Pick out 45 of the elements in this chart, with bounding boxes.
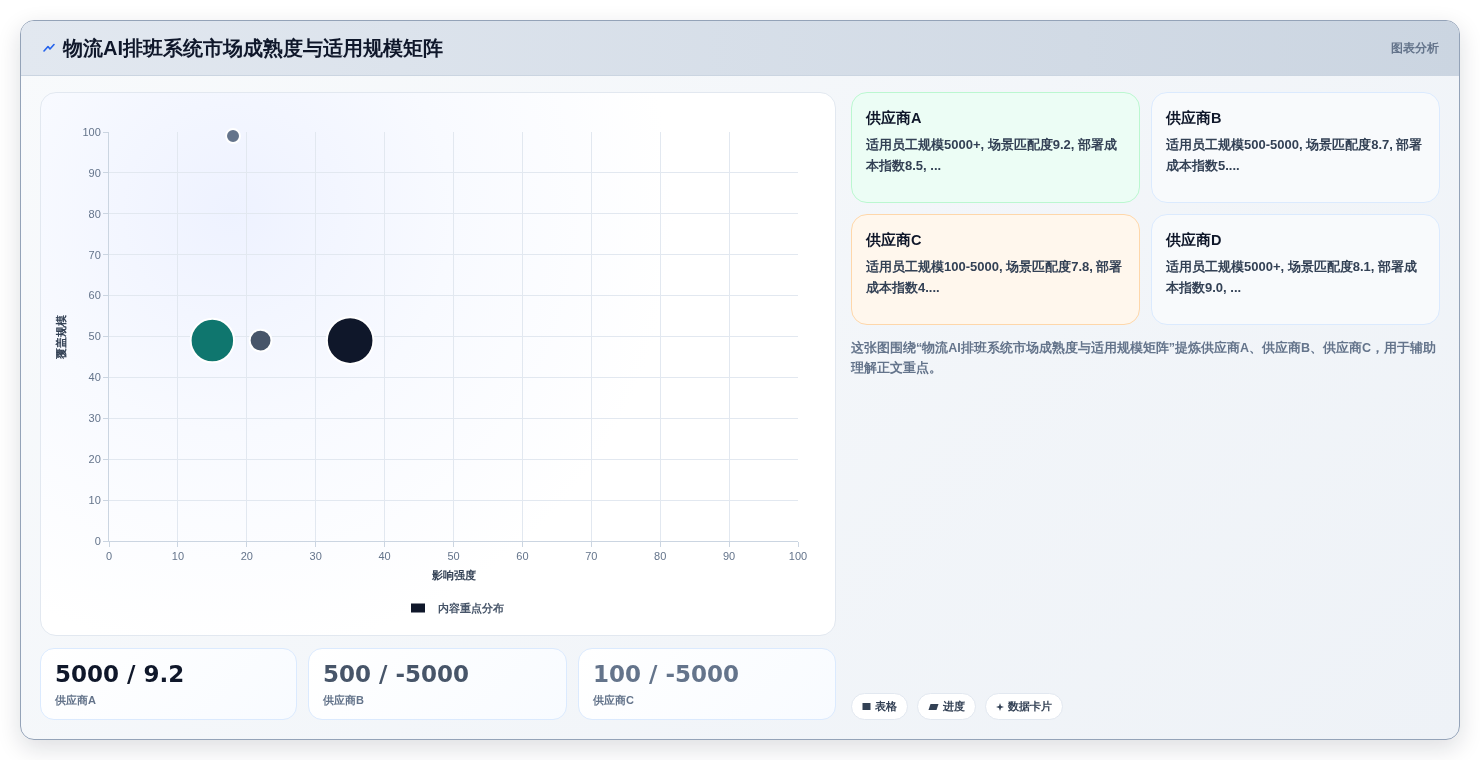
y-axis-title: 覆盖规模 xyxy=(55,313,68,360)
text: 供应商B xyxy=(323,693,365,708)
text: 适用员工规模100-5000, 场景匹配度7.8, 部署成本指数4.... xyxy=(866,258,1124,297)
text: 供应商A xyxy=(866,109,923,128)
x-tick-label: 30 xyxy=(309,550,322,563)
y-tick-label: 10 xyxy=(88,493,101,506)
y-tick-label: 80 xyxy=(88,207,101,220)
y-tick-label: 40 xyxy=(88,371,101,384)
text: 供应商C xyxy=(866,231,923,250)
text: 5000 / 9.2 xyxy=(55,660,186,689)
text: 这张图围绕“物流AI排班系统市场成熟度与适用规模矩阵”提炼供应商A、供应商B、供应商C，用于辅助理解正文重点。 xyxy=(851,339,1438,377)
y-tick-label: 0 xyxy=(94,534,101,547)
x-tick-label: 60 xyxy=(516,550,529,563)
text: 100 / -5000 xyxy=(593,660,740,689)
text: 物流AI排班系统市场成熟度与适用规模矩阵 xyxy=(63,35,443,61)
x-axis-title: 影响强度 xyxy=(430,569,476,582)
text: 500 / -5000 xyxy=(323,660,470,689)
text: 表格 xyxy=(875,699,897,714)
text: 供应商A xyxy=(55,693,97,708)
y-tick-label: 90 xyxy=(88,166,101,179)
x-tick-label: 100 xyxy=(788,550,808,563)
y-tick-label: 30 xyxy=(88,412,101,425)
x-tick-label: 20 xyxy=(240,550,253,563)
text: 供应商B xyxy=(1166,109,1223,128)
y-tick-label: 20 xyxy=(88,453,101,466)
x-tick-label: 70 xyxy=(585,550,598,563)
text: 供应商C xyxy=(593,693,635,708)
legend-label: 内容重点分布 xyxy=(438,602,504,616)
y-tick-label: 100 xyxy=(82,125,101,138)
x-tick-label: 80 xyxy=(654,550,667,563)
x-tick-label: 40 xyxy=(378,550,391,563)
text: 供应商D xyxy=(1166,231,1223,250)
y-tick-label: 60 xyxy=(88,289,101,302)
x-tick-label: 0 xyxy=(105,550,113,563)
x-tick-label: 90 xyxy=(722,550,736,563)
y-tick-label: 50 xyxy=(88,330,101,343)
text: 图表分析 xyxy=(1391,39,1439,57)
text: 适用员工规模500-5000, 场景匹配度8.7, 部署成本指数5.... xyxy=(1166,136,1424,175)
text: 数据卡片 xyxy=(1008,699,1052,714)
text: 适用员工规模5000+, 场景匹配度9.2, 部署成本指数8.5, ... xyxy=(866,136,1119,175)
x-tick-label: 10 xyxy=(171,550,185,563)
y-tick-label: 70 xyxy=(88,248,101,261)
x-tick-label: 50 xyxy=(447,550,460,563)
text: 进度 xyxy=(943,699,965,714)
text: 适用员工规模5000+, 场景匹配度8.1, 部署成本指数9.0, ... xyxy=(1166,258,1419,297)
